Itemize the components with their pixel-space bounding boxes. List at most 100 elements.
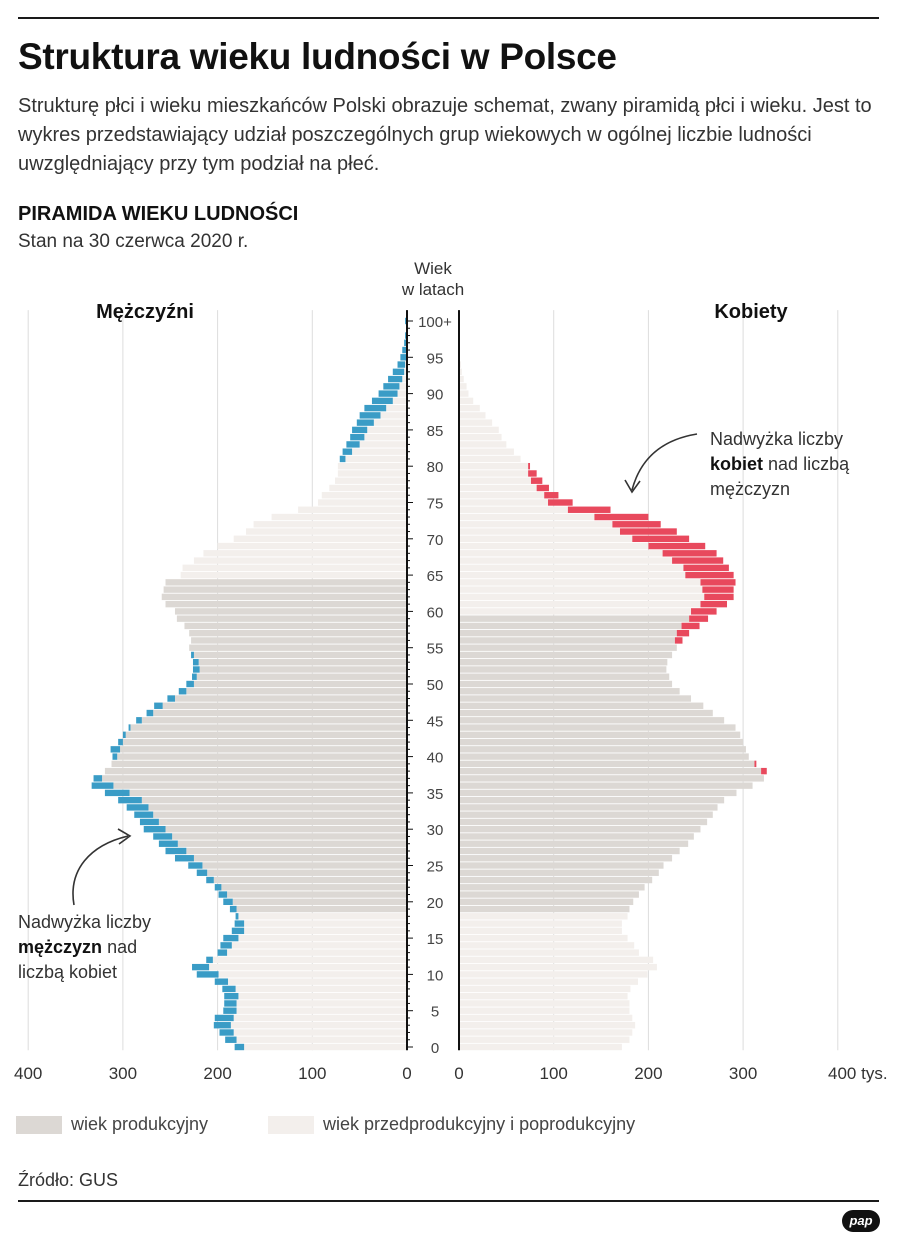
bar-women-age-69 bbox=[459, 542, 649, 550]
bar-women-age-25 bbox=[459, 862, 664, 869]
bar-women-age-92 bbox=[459, 375, 464, 383]
surplus-women-age-73 bbox=[594, 513, 649, 521]
value-tick-label-women: 300 bbox=[729, 1064, 757, 1083]
bar-men-age-62 bbox=[161, 593, 407, 601]
surplus-women-age-63 bbox=[702, 586, 734, 593]
surplus-men-age-49 bbox=[178, 688, 187, 695]
surplus-men-age-53 bbox=[192, 659, 199, 666]
bar-women-age-90 bbox=[459, 390, 469, 397]
bar-men-age-45 bbox=[141, 717, 407, 724]
bar-women-age-88 bbox=[459, 404, 480, 412]
series-label-men: Mężczyźni bbox=[96, 301, 194, 323]
surplus-men-age-97 bbox=[404, 339, 407, 346]
surplus-men-age-3 bbox=[213, 1022, 231, 1029]
surplus-women-age-74 bbox=[567, 506, 611, 513]
bar-women-age-35 bbox=[459, 789, 737, 797]
bar-women-age-86 bbox=[459, 419, 493, 426]
bar-men-age-82 bbox=[352, 448, 407, 455]
surplus-men-age-29 bbox=[153, 833, 173, 840]
bar-women-age-60 bbox=[459, 608, 692, 615]
bar-men-age-78 bbox=[335, 477, 407, 484]
bar-women-age-16 bbox=[459, 927, 622, 935]
bar-men-age-60 bbox=[174, 608, 407, 615]
surplus-men-age-92 bbox=[388, 375, 403, 383]
bar-women-age-81 bbox=[459, 455, 521, 463]
surplus-men-age-83 bbox=[346, 441, 360, 448]
surplus-women-age-39 bbox=[754, 760, 757, 768]
bar-men-age-30 bbox=[165, 826, 407, 833]
bar-men-age-81 bbox=[345, 455, 407, 463]
bar-women-age-2 bbox=[459, 1029, 633, 1036]
surplus-men-age-21 bbox=[218, 891, 228, 898]
bar-women-age-24 bbox=[459, 869, 659, 876]
age-tick-label: 0 bbox=[431, 1040, 439, 1057]
surplus-men-age-10 bbox=[196, 971, 219, 978]
bar-men-age-6 bbox=[236, 1000, 407, 1007]
bar-women-age-82 bbox=[459, 448, 514, 455]
surplus-men-age-5 bbox=[223, 1007, 237, 1014]
age-tick-label: 75 bbox=[427, 496, 444, 513]
surplus-women-age-67 bbox=[672, 557, 724, 564]
annotation-arrows bbox=[72, 433, 698, 906]
surplus-men-age-14 bbox=[220, 942, 232, 949]
bar-women-age-9 bbox=[459, 978, 638, 985]
bar-women-age-64 bbox=[459, 579, 701, 586]
bar-women-age-67 bbox=[459, 557, 673, 564]
age-tick-label: 45 bbox=[427, 713, 444, 730]
bar-men-age-18 bbox=[238, 913, 407, 920]
annotation-bold: kobiet bbox=[710, 454, 764, 474]
bar-women-age-76 bbox=[459, 492, 545, 499]
bar-women-age-1 bbox=[459, 1036, 630, 1043]
surplus-men-age-41 bbox=[110, 746, 121, 753]
bar-men-age-1 bbox=[236, 1036, 407, 1043]
bar-women-age-52 bbox=[459, 666, 667, 673]
bar-women-age-14 bbox=[459, 942, 635, 949]
bar-women-age-41 bbox=[459, 746, 746, 753]
surplus-men-age-95 bbox=[400, 354, 407, 361]
bar-women-age-12 bbox=[459, 956, 654, 964]
bar-men-age-67 bbox=[193, 557, 407, 564]
source-note: Źródło: GUS bbox=[18, 1170, 119, 1190]
bar-men-age-22 bbox=[221, 884, 407, 891]
bar-men-age-71 bbox=[246, 528, 407, 535]
bar-men-age-48 bbox=[174, 695, 407, 702]
bar-men-age-4 bbox=[233, 1014, 407, 1022]
surplus-women-age-71 bbox=[619, 528, 677, 535]
surplus-men-age-28 bbox=[158, 840, 178, 847]
surplus-men-age-18 bbox=[235, 913, 239, 920]
bar-men-age-0 bbox=[244, 1043, 407, 1051]
bar-men-age-86 bbox=[373, 419, 407, 426]
surplus-men-age-90 bbox=[378, 390, 398, 397]
bar-women-age-63 bbox=[459, 586, 703, 593]
age-tick-label: 100+ bbox=[418, 314, 452, 331]
pap-logo: pap bbox=[842, 1210, 880, 1232]
bar-men-age-9 bbox=[228, 978, 407, 985]
value-tick-label-men: 100 bbox=[298, 1064, 326, 1083]
surplus-men-age-8 bbox=[222, 985, 236, 993]
bar-men-age-2 bbox=[233, 1029, 407, 1036]
bar-women-age-20 bbox=[459, 898, 634, 905]
bar-men-age-35 bbox=[129, 789, 408, 797]
bar-women-age-89 bbox=[459, 397, 474, 405]
surplus-women-age-57 bbox=[676, 629, 690, 637]
bar-men-age-80 bbox=[337, 463, 407, 470]
bar-women-age-54 bbox=[459, 651, 673, 659]
bar-women-age-8 bbox=[459, 985, 631, 993]
right-arrowhead bbox=[624, 479, 641, 494]
bar-men-age-85 bbox=[367, 426, 407, 434]
surplus-men-age-43 bbox=[122, 731, 126, 739]
bar-men-age-76 bbox=[321, 492, 407, 499]
bar-men-age-58 bbox=[184, 622, 407, 630]
bar-men-age-37 bbox=[102, 775, 407, 782]
bar-men-age-42 bbox=[122, 738, 408, 746]
surplus-men-age-50 bbox=[186, 680, 194, 688]
left-arrowhead bbox=[117, 828, 132, 845]
surplus-men-age-48 bbox=[167, 695, 175, 702]
axes bbox=[406, 310, 460, 1051]
bar-men-age-25 bbox=[202, 862, 407, 869]
bar-men-age-39 bbox=[111, 760, 407, 768]
bar-men-age-69 bbox=[217, 542, 407, 550]
annotation-text: Nadwyżka liczby bbox=[18, 912, 152, 932]
surplus-men-age-31 bbox=[139, 818, 159, 826]
bar-men-age-55 bbox=[189, 644, 407, 651]
